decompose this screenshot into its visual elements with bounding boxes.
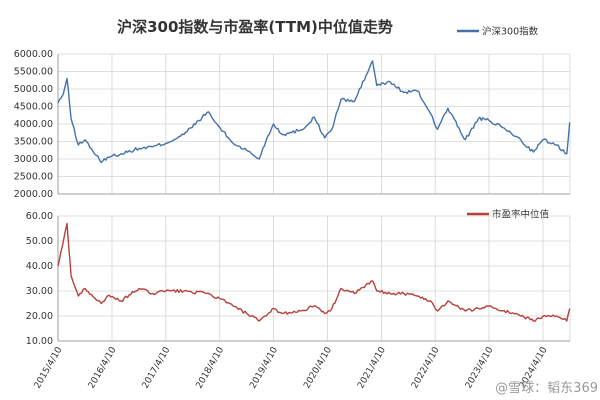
watermark-text: @雪球：韬东369: [495, 381, 598, 396]
y-tick-label: 3000.00: [14, 154, 53, 165]
y-tick-label: 3500.00: [14, 137, 53, 148]
y-tick-label: 30.00: [26, 286, 53, 297]
y-tick-label: 40.00: [26, 261, 53, 272]
legend-label: 沪深300指数: [482, 26, 539, 38]
bottom-chart-legend: 市盈率中位值: [467, 209, 550, 221]
y-tick-label: 4000.00: [14, 119, 53, 130]
legend-label: 市盈率中位值: [492, 209, 550, 221]
y-tick-label: 2500.00: [14, 172, 53, 183]
y-tick-label: 50.00: [26, 236, 53, 247]
y-tick-label: 4500.00: [14, 102, 53, 113]
series-line: [57, 60, 571, 164]
bottom-chart-plot: 10.00 20.00 30.00 40.00 50.00 60.00: [26, 211, 571, 347]
y-tick-label: 5000.00: [14, 84, 53, 95]
y-tick-label: 6000.00: [14, 49, 53, 60]
chart-title: 沪深300指数与市盈率(TTM)中位值走势: [117, 18, 393, 36]
top-chart-legend: 沪深300指数: [457, 26, 539, 38]
series-line: [57, 222, 571, 322]
y-tick-label: 20.00: [26, 311, 53, 322]
y-tick-label: 2000.00: [14, 189, 53, 200]
y-tick-label: 5500.00: [14, 67, 53, 78]
top-chart-plot: 2000.00 2500.00 3000.00 3500.00 4000.00 4500.…: [14, 49, 571, 200]
y-tick-label: 60.00: [26, 211, 53, 222]
y-tick-label: 10.00: [26, 336, 53, 347]
